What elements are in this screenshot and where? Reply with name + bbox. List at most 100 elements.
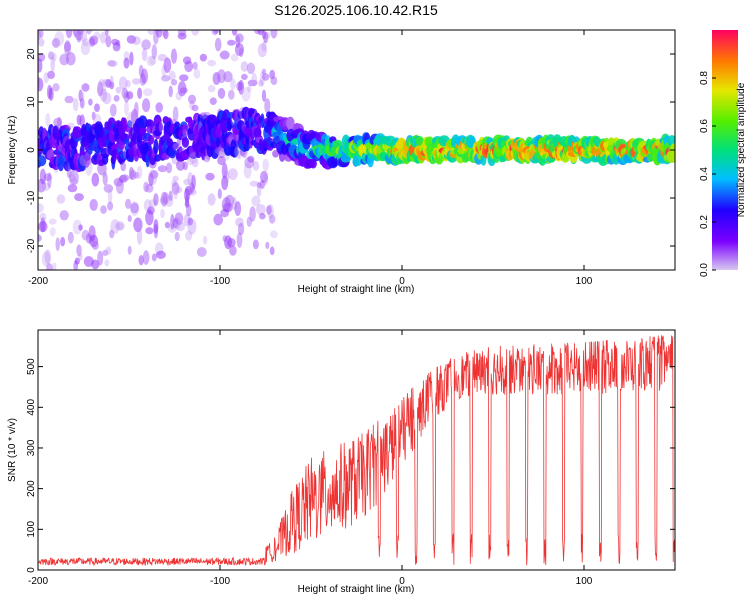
y-tick-label: 100	[26, 521, 37, 538]
spectral-blob	[228, 168, 238, 181]
spectral-blob	[242, 11, 248, 24]
spectral-blob	[141, 47, 148, 62]
spectral-blob	[214, 17, 220, 29]
y-tick-label: 10	[26, 96, 37, 108]
spectral-blob	[214, 37, 222, 52]
spectral-blob	[270, 30, 278, 39]
spectral-blob	[88, 98, 93, 106]
spectral-blob	[81, 37, 90, 47]
spectral-blob	[220, 14, 226, 30]
spectral-blob	[261, 41, 267, 52]
spectral-blob	[38, 53, 46, 62]
spectral-blob	[150, 170, 159, 179]
spectral-blob	[183, 178, 191, 186]
spectral-blob	[217, 188, 222, 199]
spectral-blob	[170, 16, 174, 27]
spectral-blob	[227, 116, 233, 132]
spectral-blob	[76, 33, 82, 43]
spectral-blob	[207, 193, 216, 206]
spectral-blob	[187, 94, 197, 104]
spectral-blob	[174, 17, 180, 25]
spectral-blob	[168, 70, 176, 81]
spectral-blob	[249, 180, 259, 187]
spectral-blob	[170, 79, 178, 86]
colorbar-tick-label: 0.6	[699, 119, 710, 133]
spectral-blob	[178, 30, 187, 37]
spectral-blob	[127, 245, 132, 255]
spectral-blob	[100, 205, 107, 214]
spectral-blob	[107, 201, 114, 211]
spectral-blob	[223, 170, 230, 185]
spectral-blob	[136, 229, 143, 245]
spectral-blob	[171, 181, 180, 195]
spectral-blob	[102, 172, 108, 186]
spectral-blob	[157, 165, 168, 173]
x-tick-label: 100	[576, 576, 593, 587]
spectral-blob	[41, 251, 51, 267]
spectral-blob	[115, 179, 124, 195]
snr-y-ticks: 0 100 200 300 400 500	[26, 358, 675, 573]
spectral-blob	[185, 203, 192, 217]
spectral-blob	[133, 217, 143, 233]
spectral-blob	[55, 237, 60, 251]
y-tick-label: 0	[26, 147, 37, 153]
spectral-blob	[65, 52, 76, 66]
spectral-blob	[97, 81, 104, 97]
spectral-blob	[160, 208, 165, 219]
spectral-blob	[104, 259, 110, 267]
spectral-blob	[164, 221, 170, 229]
spectral-blob	[228, 89, 235, 100]
spectral-blob	[202, 235, 208, 245]
spectral-blob	[252, 160, 260, 171]
spectral-blob	[38, 77, 44, 92]
spectral-blob	[257, 43, 268, 58]
spectral-blob	[221, 162, 228, 179]
spectral-blob	[238, 47, 244, 58]
spectral-blob	[38, 221, 48, 233]
spectral-blob	[105, 35, 112, 48]
spectral-blob	[179, 87, 188, 94]
spectral-blob	[187, 218, 197, 235]
spectral-blob	[123, 57, 130, 69]
spectral-blob	[115, 86, 122, 94]
spectral-blob	[179, 74, 189, 82]
spectral-blob	[270, 76, 278, 85]
spectral-blob	[176, 160, 185, 171]
spectral-blob	[175, 186, 183, 194]
spectral-blob	[221, 175, 229, 191]
spectral-blob	[147, 30, 155, 35]
spectral-blob	[252, 239, 259, 250]
spectral-blob	[138, 255, 144, 266]
spectral-blob	[158, 30, 160, 31]
spectral-blob	[191, 174, 196, 190]
spectral-blob	[85, 160, 93, 176]
y-tick-label: 500	[26, 358, 37, 375]
spectral-blob	[52, 262, 57, 270]
spectral-blob	[213, 30, 220, 34]
x-tick-label: 0	[399, 276, 405, 287]
spectral-blob	[91, 240, 99, 250]
spectral-blob	[227, 39, 236, 46]
spectral-blob	[56, 194, 66, 204]
spectral-blob	[162, 192, 169, 205]
spectral-blob	[76, 244, 82, 257]
spectral-blob	[123, 138, 130, 145]
spectral-blob	[265, 241, 270, 249]
y-tick-label: 200	[26, 480, 37, 497]
x-tick-label: -100	[210, 276, 230, 287]
spectral-blob	[231, 30, 238, 36]
spectral-blob	[217, 155, 226, 166]
x-tick-label: -100	[210, 576, 230, 587]
spectral-blob	[260, 170, 268, 183]
spectral-blob	[258, 79, 264, 87]
spectral-blob	[172, 175, 179, 182]
spectral-blob	[263, 173, 269, 185]
spectral-blob	[103, 184, 114, 193]
spectral-blob	[272, 150, 279, 158]
spectral-blob	[195, 150, 202, 159]
spectral-blob	[79, 92, 85, 101]
spectral-blob	[59, 210, 69, 221]
spectral-blob	[246, 62, 256, 74]
